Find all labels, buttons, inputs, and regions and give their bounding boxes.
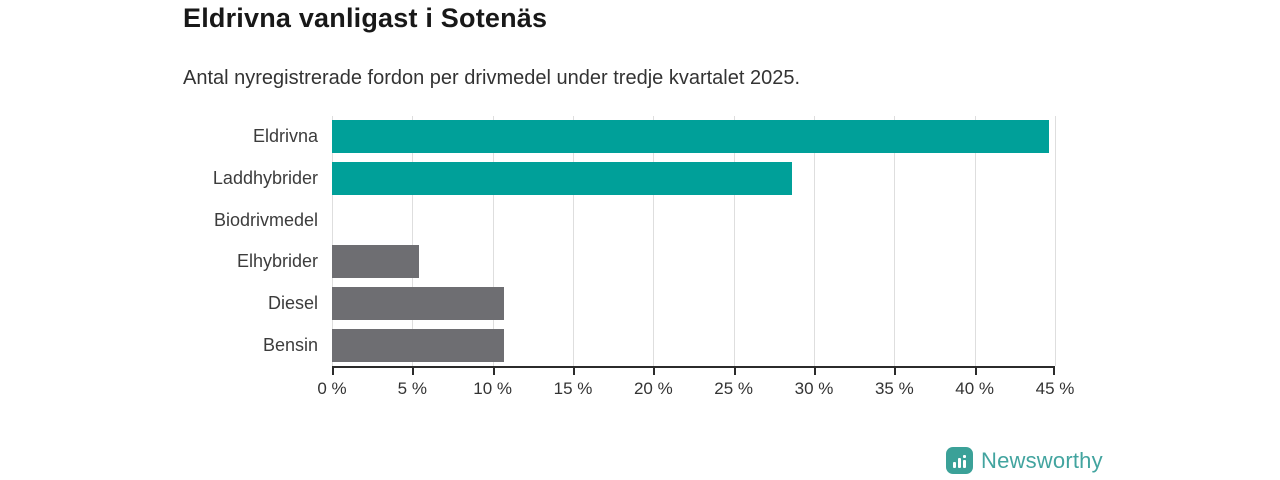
logo-bar-1 xyxy=(953,462,956,468)
x-tick-label-5: 5 % xyxy=(397,379,427,398)
x-tick-45 xyxy=(1053,366,1055,375)
bar-eldrivna xyxy=(332,120,1049,154)
x-tick-30 xyxy=(814,366,816,375)
gridline-45 xyxy=(1055,116,1056,366)
x-tick-label-10: 10 % xyxy=(473,379,513,398)
x-tick-0 xyxy=(332,366,334,375)
x-tick-40 xyxy=(974,366,977,375)
gridline-30 xyxy=(814,116,815,366)
gridline-15 xyxy=(573,116,574,366)
logo-exclamation xyxy=(963,455,966,468)
chart-title: Eldrivna vanligast i Sotenäs xyxy=(183,3,548,33)
gridline-10 xyxy=(492,116,494,366)
x-tick-label-25: 25 % xyxy=(714,379,754,398)
gridline-35 xyxy=(894,116,896,366)
x-tick-label-40: 40 % xyxy=(955,379,995,398)
x-tick-label-35: 35 % xyxy=(874,379,914,398)
category-label-laddhybrider: Laddhybrider xyxy=(212,168,318,188)
category-label-biodrivmedel: Biodrivmedel xyxy=(213,209,318,230)
category-label-bensin: Bensin xyxy=(262,334,318,355)
x-tick-label-45: 45 % xyxy=(1035,379,1075,398)
category-label-diesel: Diesel xyxy=(267,293,318,313)
bar-bensin xyxy=(332,328,504,362)
gridline-25 xyxy=(733,116,735,366)
newsworthy-wordmark: Newsworthy xyxy=(981,447,1103,473)
x-axis-line xyxy=(332,366,1055,368)
x-tick-10 xyxy=(492,366,495,375)
x-tick-label-15: 15 % xyxy=(553,379,593,398)
logo-bar-3 xyxy=(963,460,966,468)
newsworthy-logo: Newsworthy xyxy=(946,447,1103,474)
bar-elhybrider xyxy=(332,245,419,279)
bar-diesel xyxy=(332,287,504,320)
logo-bar-2 xyxy=(958,458,961,468)
category-label-elhybrider: Elhybrider xyxy=(236,251,318,272)
gridline-5 xyxy=(412,116,414,366)
x-tick-20 xyxy=(653,366,656,375)
x-tick-25 xyxy=(733,366,736,375)
x-tick-label-20: 20 % xyxy=(633,379,673,398)
plot-area xyxy=(332,116,1056,366)
gridline-20 xyxy=(653,116,655,366)
bar-laddhybrider xyxy=(332,162,792,195)
category-label-eldrivna: Eldrivna xyxy=(252,126,318,147)
x-axis: 0 % 5 % 10 % 15 % 20 % 25 % 30 % 35 % 40 % 45 % xyxy=(317,366,1074,406)
logo-dot xyxy=(963,455,966,458)
x-tick-15 xyxy=(573,366,575,375)
x-tick-label-30: 30 % xyxy=(794,379,834,398)
newsworthy-bar-chart-pin-icon xyxy=(946,447,973,474)
x-tick-35 xyxy=(894,366,897,375)
x-tick-label-0: 0 % xyxy=(317,379,347,398)
gridline-0 xyxy=(332,116,333,366)
x-tick-5 xyxy=(412,366,415,375)
chart-subtitle: Antal nyregistrerade fordon per drivmede… xyxy=(183,67,801,89)
gridline-40 xyxy=(974,116,976,366)
category-axis: Eldrivna Laddhybrider Biodrivmedel Elhybrid… xyxy=(0,116,318,366)
